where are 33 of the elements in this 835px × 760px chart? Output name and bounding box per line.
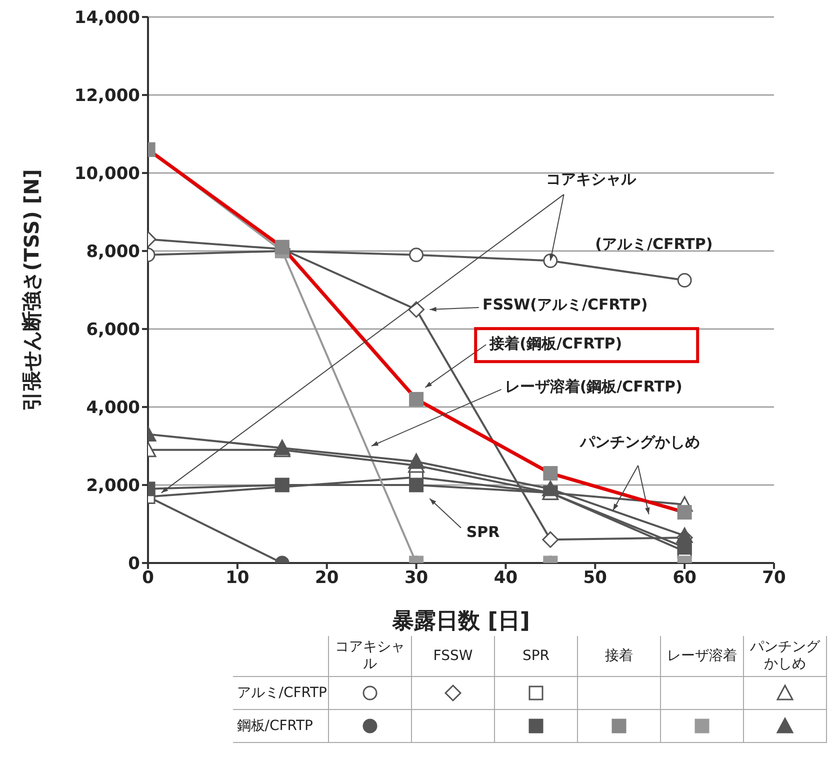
y-tick-label: 0 bbox=[128, 554, 140, 574]
annotation: 接着(鋼板/CFRTP) bbox=[488, 334, 622, 353]
text: 鋼板/CFRTP bbox=[232, 710, 328, 742]
annotation: FSSW(アルミ/CFRTP) bbox=[482, 296, 648, 314]
x-tick-label: 20 bbox=[315, 568, 339, 588]
y-tick-label: 14,000 bbox=[74, 8, 140, 28]
y-tick-label: 6,000 bbox=[86, 320, 140, 340]
annotation: SPR bbox=[466, 523, 500, 542]
text: SPR bbox=[494, 636, 578, 676]
annotation: レーザ溶着(鋼板/CFRTP) bbox=[504, 378, 682, 396]
y-tick-label: 4,000 bbox=[86, 398, 140, 418]
y-tick-label: 8,000 bbox=[86, 242, 140, 262]
x-tick-label: 0 bbox=[142, 568, 154, 588]
text: レーザ溶着 bbox=[660, 636, 744, 676]
annotation: (アルミ/CFRTP) bbox=[595, 235, 713, 254]
y-tick-label: 10,000 bbox=[74, 164, 140, 184]
text: パンチングかしめ bbox=[744, 636, 826, 676]
y-axis-title: 引張せん断強さ(TSS) [N] bbox=[18, 169, 44, 411]
x-tick-label: 60 bbox=[672, 568, 697, 588]
x-axis-title: 暴露日数 [日] bbox=[391, 608, 531, 636]
annotation: パンチングかしめ bbox=[578, 432, 700, 451]
x-tick-label: 30 bbox=[404, 568, 428, 588]
x-tick-label: 10 bbox=[226, 568, 250, 588]
text: アルミ/CFRTP bbox=[232, 676, 328, 710]
x-tick-label: 70 bbox=[762, 568, 786, 588]
x-tick-label: 50 bbox=[583, 568, 608, 588]
y-tick-label: 2,000 bbox=[86, 476, 140, 496]
text: FSSW bbox=[412, 636, 494, 676]
text: コアキシャル bbox=[328, 636, 412, 676]
text: 接着 bbox=[578, 636, 660, 676]
annotation: コアキシャル bbox=[546, 170, 637, 188]
x-tick-label: 40 bbox=[494, 568, 518, 588]
y-tick-label: 12,000 bbox=[74, 86, 140, 106]
